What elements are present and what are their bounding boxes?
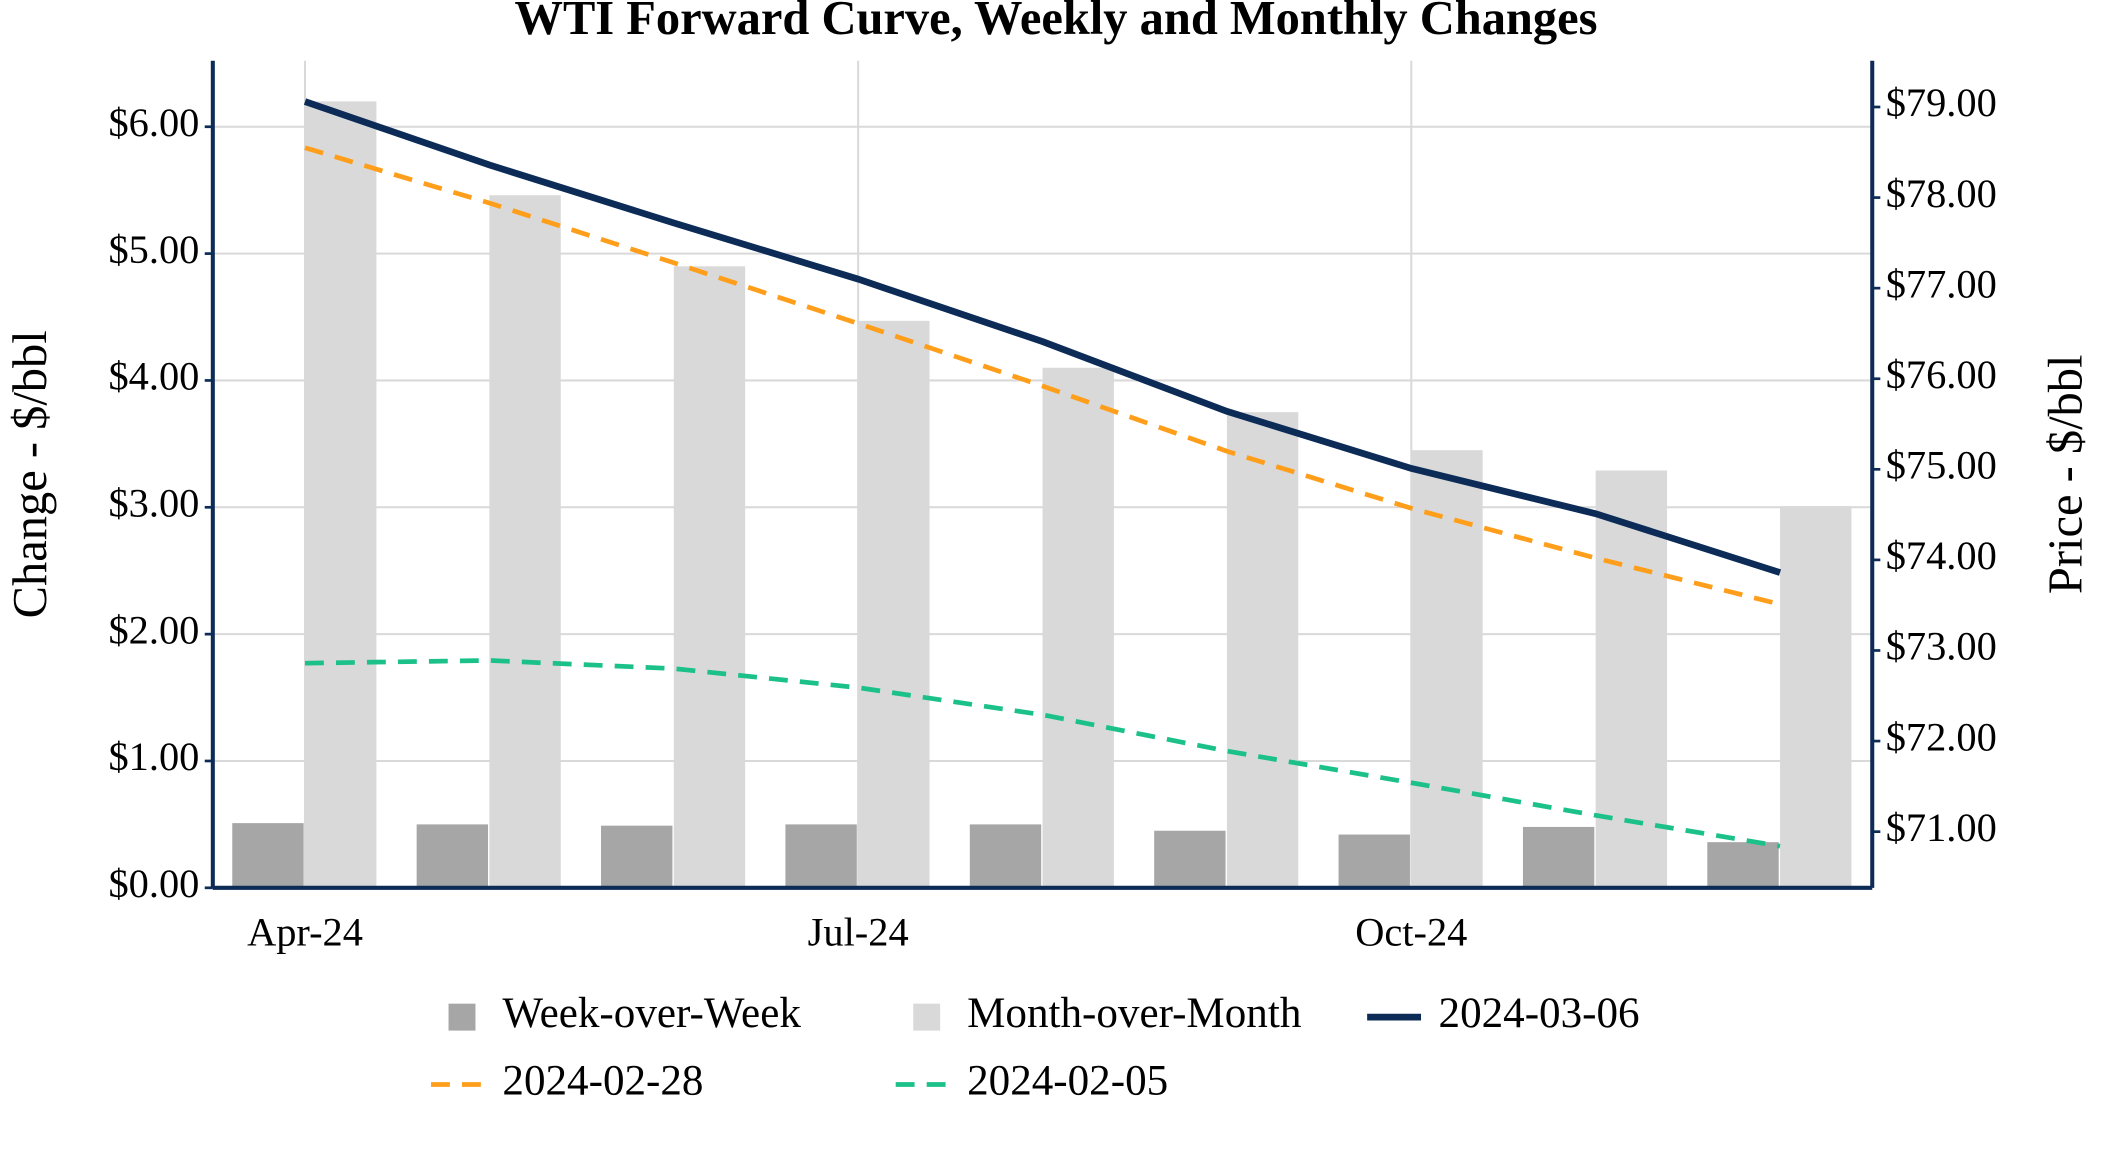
bar (489, 195, 561, 888)
chart-title: WTI Forward Curve, Weekly and Monthly Ch… (515, 0, 1598, 45)
y2-tick-label: $76.00 (1886, 352, 1997, 397)
bar (1226, 412, 1299, 888)
legend-item[interactable]: Week-over-Week (448, 990, 802, 1037)
y-tick-label: $4.00 (108, 354, 199, 399)
legend-swatch (448, 1003, 476, 1031)
y2-tick-label: $77.00 (1886, 261, 1997, 306)
y-tick-label: $3.00 (108, 481, 199, 526)
bar (1042, 367, 1114, 888)
legend-item[interactable]: 2024-03-06 (1367, 990, 1640, 1037)
legend-item[interactable]: Month-over-Month (913, 990, 1301, 1037)
bar (858, 320, 930, 888)
line (304, 658, 1781, 849)
x-tick-label: Oct-24 (1355, 910, 1467, 955)
line (304, 145, 1781, 607)
y2-tick-label: $78.00 (1886, 171, 1997, 216)
legend-label: Month-over-Month (967, 990, 1301, 1037)
y-tick-label: $0.00 (108, 861, 199, 906)
y2-axis-title: Price - $/bbl (2039, 355, 2092, 595)
bar (601, 825, 673, 888)
bar (1411, 450, 1483, 888)
bar (1338, 834, 1410, 888)
y-tick-label: $5.00 (108, 227, 199, 272)
legend-label: 2024-02-05 (967, 1057, 1168, 1104)
y2-tick-label: $71.00 (1886, 805, 1997, 850)
bar (305, 101, 377, 888)
bar (1522, 826, 1595, 888)
y-tick-label: $1.00 (108, 734, 199, 779)
bar (416, 824, 489, 888)
bar (1154, 830, 1226, 888)
legend-swatch (913, 1003, 941, 1031)
bar (1707, 842, 1779, 888)
line (303, 98, 1782, 576)
legend-label: 2024-03-06 (1439, 990, 1640, 1037)
y2-tick-label: $79.00 (1886, 80, 1997, 125)
legend-label: 2024-02-28 (502, 1057, 703, 1104)
bar (1780, 506, 1852, 888)
y2-tick-label: $73.00 (1886, 624, 1997, 669)
legend-item[interactable]: 2024-02-28 (431, 1057, 703, 1104)
bar (969, 824, 1042, 888)
x-tick-label: Apr-24 (247, 910, 363, 955)
bar (673, 266, 746, 888)
y2-tick-label: $72.00 (1886, 714, 1997, 759)
legend-label: Week-over-Week (502, 990, 801, 1037)
y2-tick-label: $74.00 (1886, 533, 1997, 578)
bar (232, 823, 304, 888)
x-tick-label: Jul-24 (808, 910, 909, 955)
y-axis-title: Change - $/bbl (4, 330, 57, 618)
legend-item[interactable]: 2024-02-05 (895, 1057, 1168, 1104)
bar (785, 824, 857, 888)
y-tick-label: $2.00 (108, 607, 199, 652)
y-tick-label: $6.00 (108, 100, 199, 145)
y2-tick-label: $75.00 (1886, 443, 1997, 488)
